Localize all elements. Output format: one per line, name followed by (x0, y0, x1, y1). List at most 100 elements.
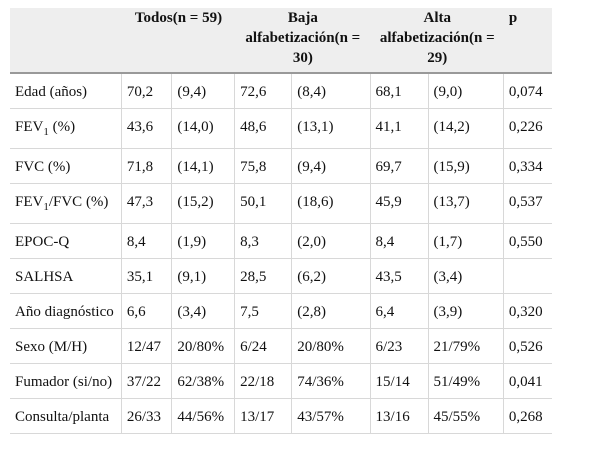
table-cell: (15,2) (172, 184, 236, 224)
header-p: p (503, 8, 552, 74)
table-cell: 6/24 (235, 329, 293, 364)
table-cell: 21/79% (428, 329, 504, 364)
table-cell: (9,4) (292, 149, 371, 184)
table-row: Sexo (M/H) 12/47 20/80% 6/24 20/80% 6/23 21/79… (10, 329, 552, 364)
table-cell: (13,7) (428, 184, 504, 224)
row-label-text: FVC (%) (15, 159, 71, 175)
table-cell: 0,320 (503, 294, 552, 329)
table-cell: (9,0) (428, 74, 504, 109)
row-label-text: EPOC-Q (15, 234, 70, 250)
row-label-text: Edad (años) (15, 84, 88, 100)
table-cell: 6,6 (121, 294, 173, 329)
table-cell: 0,537 (503, 184, 552, 224)
table-cell: 20/80% (172, 329, 236, 364)
table-cell: (15,9) (428, 149, 504, 184)
table-cell: 44/56% (172, 399, 236, 434)
row-label-text: FEV (15, 194, 44, 210)
table-cell: (3,4) (172, 294, 236, 329)
table-cell: 7,5 (235, 294, 293, 329)
row-label-suffix: (%) (48, 119, 76, 135)
row-label-text: FEV (15, 119, 44, 135)
table-cell: (9,4) (172, 74, 236, 109)
row-label: Fumador (si/no) (10, 364, 122, 399)
table-cell: 70,2 (121, 74, 173, 109)
table-row: SALHSA 35,1 (9,1) 28,5 (6,2) 43,5 (3,4) (10, 259, 552, 294)
table-cell: 12/47 (121, 329, 173, 364)
table-cell: 37/22 (121, 364, 173, 399)
table-row: FEV1/FVC (%) 47,3 (15,2) 50,1 (18,6) 45,9 (13,… (10, 184, 552, 224)
table-row: Fumador (si/no) 37/22 62/38% 22/18 74/36% 15/… (10, 364, 552, 399)
table-cell (503, 259, 552, 294)
table-cell: 48,6 (235, 109, 293, 149)
header-blank-cell (10, 8, 122, 74)
table-cell: 13/16 (370, 399, 429, 434)
row-label-text: Fumador (si/no) (15, 374, 113, 390)
row-label: Sexo (M/H) (10, 329, 122, 364)
row-label-text: Sexo (M/H) (15, 339, 88, 355)
row-label: Consulta/planta (10, 399, 122, 434)
table-cell: 22/18 (235, 364, 293, 399)
table-cell: 8,4 (370, 224, 429, 259)
table-cell: 43/57% (292, 399, 371, 434)
table-cell: 20/80% (292, 329, 371, 364)
header-alta-alfabetizacion: Alta alfabetización(n = 29) (370, 8, 504, 74)
row-label: EPOC-Q (10, 224, 122, 259)
header-todos: Todos(n = 59) (121, 8, 236, 74)
table-cell: 0,226 (503, 109, 552, 149)
table-row: Consulta/planta 26/33 44/56% 13/17 43/57% 13/… (10, 399, 552, 434)
table-cell: 0,074 (503, 74, 552, 109)
table-cell: 35,1 (121, 259, 173, 294)
table-cell: 8,3 (235, 224, 293, 259)
row-label-suffix: /FVC (%) (48, 194, 109, 210)
table-cell: 0,334 (503, 149, 552, 184)
table-cell: 51/49% (428, 364, 504, 399)
row-label: FEV1 (%) (10, 109, 122, 149)
table-cell: (1,7) (428, 224, 504, 259)
statistics-table: Todos(n = 59) Baja alfabetización(n = 30… (10, 8, 552, 434)
table-cell: 26/33 (121, 399, 173, 434)
table-cell: 45/55% (428, 399, 504, 434)
table-header: Todos(n = 59) Baja alfabetización(n = 30… (10, 8, 552, 74)
table-cell: 69,7 (370, 149, 429, 184)
table-cell: (18,6) (292, 184, 371, 224)
table-cell: 74/36% (292, 364, 371, 399)
table-cell: (1,9) (172, 224, 236, 259)
table-cell: (3,9) (428, 294, 504, 329)
table-cell: (14,1) (172, 149, 236, 184)
row-label: FVC (%) (10, 149, 122, 184)
table-row: Año diagnóstico 6,6 (3,4) 7,5 (2,8) 6,4 (3,9) 0… (10, 294, 552, 329)
row-label: FEV1/FVC (%) (10, 184, 122, 224)
table-cell: 0,550 (503, 224, 552, 259)
table-cell: 0,526 (503, 329, 552, 364)
table-cell: (14,2) (428, 109, 504, 149)
table-cell: 72,6 (235, 74, 293, 109)
table-cell: (3,4) (428, 259, 504, 294)
row-label-subscript: 1 (43, 126, 49, 138)
table-cell: 13/17 (235, 399, 293, 434)
row-label-text: Año diagnóstico (15, 304, 114, 320)
table-cell: 0,268 (503, 399, 552, 434)
table-body: Edad (años) 70,2 (9,4) 72,6 (8,4) 68,1 (9,0) 0,… (10, 74, 552, 434)
table-cell: (2,0) (292, 224, 371, 259)
table-row: Edad (años) 70,2 (9,4) 72,6 (8,4) 68,1 (9,0) 0,… (10, 74, 552, 109)
table-cell: 68,1 (370, 74, 429, 109)
table-row: FEV1 (%) 43,6 (14,0) 48,6 (13,1) 41,1 (14,2) 0,… (10, 109, 552, 149)
row-label-text: SALHSA (15, 269, 74, 285)
table-cell: 6/23 (370, 329, 429, 364)
table-cell: 71,8 (121, 149, 173, 184)
row-label: Año diagnóstico (10, 294, 122, 329)
table-cell: 0,041 (503, 364, 552, 399)
table-cell: 62/38% (172, 364, 236, 399)
table-cell: 15/14 (370, 364, 429, 399)
table-cell: 50,1 (235, 184, 293, 224)
table-cell: (2,8) (292, 294, 371, 329)
table-cell: 75,8 (235, 149, 293, 184)
table-cell: (9,1) (172, 259, 236, 294)
table-row: FVC (%) 71,8 (14,1) 75,8 (9,4) 69,7 (15,9) 0,33… (10, 149, 552, 184)
table-cell: 28,5 (235, 259, 293, 294)
table-cell: 41,1 (370, 109, 429, 149)
table-cell: (13,1) (292, 109, 371, 149)
row-label: Edad (años) (10, 74, 122, 109)
table-cell: 43,6 (121, 109, 173, 149)
header-row: Todos(n = 59) Baja alfabetización(n = 30… (10, 8, 552, 74)
